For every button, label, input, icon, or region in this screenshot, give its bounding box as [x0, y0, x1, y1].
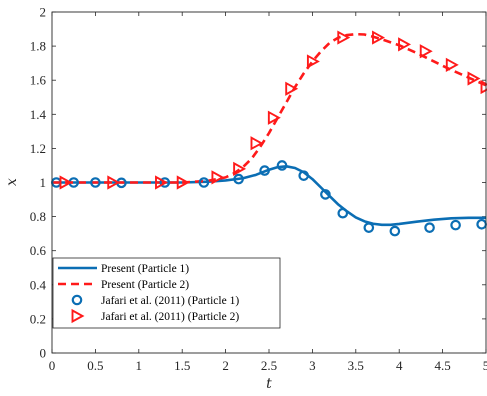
data-point: [107, 175, 121, 190]
data-point: [337, 30, 351, 45]
x-tick-label: 2.5: [261, 358, 277, 373]
data-point: [306, 54, 320, 69]
y-tick-label: 1.2: [30, 141, 46, 156]
data-point: [90, 177, 101, 188]
data-point: [445, 57, 459, 72]
data-point: [285, 81, 299, 96]
axes-box: [51, 11, 487, 354]
x-tick-label: 1: [136, 358, 143, 373]
x-tick-label: 0.5: [87, 358, 103, 373]
data-point: [276, 160, 288, 171]
series-layer: [51, 30, 487, 237]
y-tick-label: 0.6: [30, 243, 47, 258]
legend-label: Present (Particle 1): [101, 263, 189, 275]
series-line: [52, 165, 486, 227]
data-point: [372, 30, 385, 45]
legend-symbol: [71, 294, 83, 306]
data-point: [267, 110, 281, 125]
y-tick-label: 0.4: [30, 277, 47, 292]
data-point: [320, 189, 331, 200]
data-point: [211, 170, 225, 185]
data-point: [467, 71, 481, 86]
x-tick-label: 1.5: [174, 358, 190, 373]
data-point: [159, 177, 171, 188]
data-point: [233, 161, 247, 176]
y-tick-label: 0.8: [30, 209, 46, 224]
data-point: [424, 222, 435, 233]
series-1: [52, 165, 486, 227]
data-point: [450, 219, 461, 231]
data-point: [389, 225, 401, 237]
x-tick-label: 5: [483, 358, 487, 373]
data-point: [337, 207, 349, 219]
data-point: [176, 175, 190, 190]
data-point: [363, 222, 375, 233]
data-point: [298, 170, 310, 181]
x-tick-label: 3: [309, 358, 316, 373]
x-ticks: 0 0.5 1 1.5 2 2.5 3 3.5 4 4.5 5: [49, 12, 487, 373]
legend-label: Jafari et al. (2011) (Particle 1): [101, 295, 239, 307]
legend-marker: [71, 308, 85, 324]
legend-label: Present (Particle 2): [101, 279, 189, 291]
x-tick-label: 2: [222, 358, 229, 373]
y-tick-label: 1: [40, 175, 47, 190]
series-4: [59, 30, 487, 190]
data-point: [233, 173, 244, 185]
data-point: [398, 37, 412, 52]
legend: Present (Particle 1) Present (Particle 2)…: [52, 257, 281, 329]
y-tick-label: 1.8: [30, 39, 46, 54]
x-tick-label: 4: [396, 358, 403, 373]
legend-box: [52, 257, 281, 329]
data-point: [198, 177, 210, 188]
y-tick-label: 1.6: [30, 73, 47, 88]
data-point: [59, 175, 73, 190]
y-tick-label: 0.2: [30, 311, 46, 326]
legend-marker: [71, 294, 83, 306]
y-tick-label: 1.4: [30, 107, 47, 122]
series-3: [51, 160, 487, 237]
data-point: [259, 165, 270, 176]
data-point: [155, 175, 168, 190]
y-ticks: 0 0.2 0.4 0.6 0.8 1 1.2 1.4 1.6 1.8 2: [30, 5, 486, 361]
legend-symbol: [71, 308, 85, 324]
legend-label: Jafari et al. (2011) (Particle 2): [101, 311, 239, 323]
x-tick-label: 3.5: [348, 358, 364, 373]
x-axis-label: t: [266, 376, 272, 392]
x-tick-label: 4.5: [434, 358, 450, 373]
y-tick-label: 2: [40, 5, 47, 20]
data-point: [250, 136, 264, 151]
x-tick-label: 0: [49, 358, 56, 373]
y-tick-label: 0: [40, 346, 47, 361]
y-axis-label: x: [4, 178, 20, 186]
data-point: [419, 44, 433, 59]
